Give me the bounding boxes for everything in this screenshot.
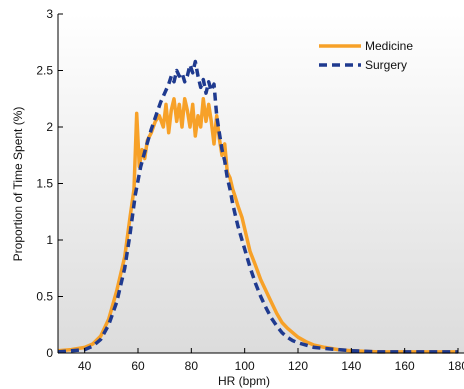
series-line-surgery — [57, 59, 458, 354]
y-tick-label: 3 — [46, 7, 53, 21]
y-tick-label: 1 — [46, 233, 53, 247]
y-ticks: 0 0.5 1 1.5 2 2.5 3 — [36, 7, 63, 360]
x-tick-label: 120 — [288, 359, 308, 373]
x-tick-label: 80 — [185, 359, 199, 373]
legend-label-surgery: Surgery — [365, 58, 407, 72]
y-axis-label: Proportion of Time Spent (%) — [11, 107, 25, 262]
y-tick-label: 0 — [46, 346, 53, 360]
x-axis-label: HR (bpm) — [218, 374, 270, 388]
legend-label-medicine: Medicine — [365, 39, 413, 53]
x-tick-label: 160 — [395, 359, 415, 373]
x-tick-label: 60 — [131, 359, 145, 373]
series-layer — [57, 59, 458, 354]
y-tick-label: 2.5 — [36, 64, 53, 78]
x-tick-label: 100 — [235, 359, 255, 373]
x-tick-label: 40 — [78, 359, 92, 373]
y-tick-label: 2 — [46, 120, 53, 134]
x-ticks: 40 60 80 100 120 140 160 180 — [78, 348, 464, 373]
y-tick-label: 0.5 — [36, 290, 53, 304]
x-tick-label: 140 — [341, 359, 361, 373]
y-tick-label: 1.5 — [36, 177, 53, 191]
legend: Medicine Surgery — [319, 39, 413, 72]
x-tick-label: 180 — [448, 359, 464, 373]
